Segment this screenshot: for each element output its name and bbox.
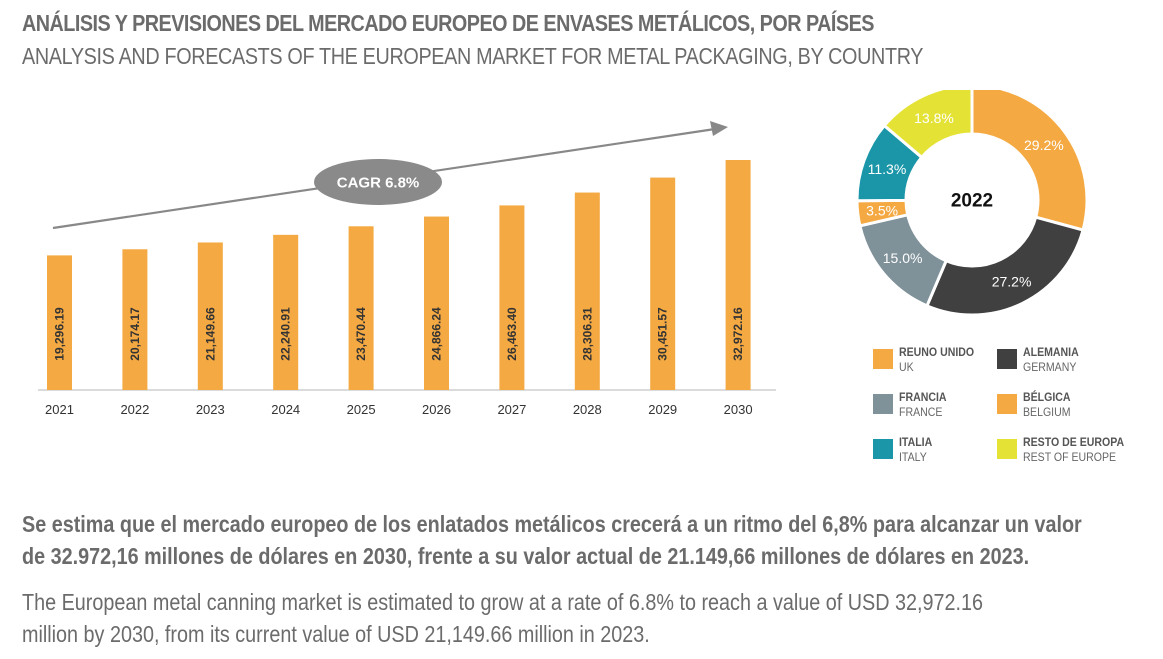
legend-swatch (997, 439, 1017, 459)
x-tick-label: 2023 (196, 402, 225, 417)
bar (650, 177, 676, 390)
bar-data-label: 24,866.24 (430, 307, 444, 361)
donut-slice-label: 27.2% (992, 273, 1032, 289)
bar-data-label: 26,463.40 (505, 307, 519, 361)
legend-swatch (997, 349, 1017, 369)
bar (122, 249, 148, 390)
summary-english-line-2: million by 2030, from its current value … (22, 621, 650, 647)
bar (47, 255, 72, 390)
bar (499, 205, 525, 390)
donut-legend: REUNO UNIDO UK ALEMANIA GERMANY FRANCIA FRANC… (873, 345, 1153, 475)
donut-slice (925, 215, 1085, 317)
donut-slice-label: 15.0% (883, 250, 923, 266)
donut-slice (970, 90, 1089, 232)
bar-data-label: 28,306.31 (580, 307, 594, 361)
bar (197, 242, 223, 390)
legend-sublabel: REST OF EUROPE (1023, 450, 1117, 464)
x-tick-label: 2026 (422, 402, 451, 417)
bar-data-label: 30,451.57 (656, 307, 670, 361)
x-tick-label: 2028 (573, 402, 602, 417)
legend-label: FRANCIA (899, 390, 947, 404)
legend-item: REUNO UNIDO UK (873, 345, 1003, 379)
bar-data-label: 32,972.16 (731, 307, 745, 361)
summary-spanish-line-2: de 32.972,16 millones de dólares en 2030… (22, 543, 1030, 569)
legend-label: ALEMANIA (1023, 345, 1079, 359)
legend-item: RESTO DE EUROPA REST OF EUROPE (997, 435, 1127, 469)
summary-english: The European metal canning market is est… (22, 586, 1157, 650)
x-tick-label: 2024 (271, 402, 300, 417)
summary-spanish: Se estima que el mercado europeo de los … (22, 508, 1157, 572)
x-tick-label: 2022 (120, 402, 149, 417)
cagr-label: CAGR 6.8% (337, 175, 420, 192)
legend-swatch (873, 349, 893, 369)
donut-chart: 29.2% 27.2% 15.0% 3.5% 11.3% 13.8% 2022 (855, 90, 1089, 317)
donut-slice-label: 11.3% (868, 161, 907, 177)
donut-slice (882, 90, 974, 160)
legend-swatch (873, 394, 893, 414)
bar (348, 226, 374, 390)
legend-item: ITALIA ITALY (873, 435, 1003, 469)
bar (725, 160, 751, 390)
legend-item: BÉLGICA BELGIUM (997, 390, 1127, 424)
legend-sublabel: FRANCE (899, 405, 943, 419)
cagr-badge (314, 159, 442, 205)
legend-item: FRANCIA FRANCE (873, 390, 1003, 424)
legend-sublabel: GERMANY (1023, 360, 1077, 374)
legend-label: RESTO DE EUROPA (1023, 435, 1125, 449)
bar-data-label: 21,149.66 (203, 307, 217, 361)
market-chart-area: 19,296.19 2021 20,174.17 2022 21,149.66 2023 2… (38, 90, 1089, 417)
donut-slice-label: 29.2% (1024, 137, 1064, 153)
summary-english-line-1: The European metal canning market is est… (22, 589, 983, 615)
bar (424, 216, 449, 390)
legend-item: ALEMANIA GERMANY (997, 345, 1127, 379)
bar (574, 192, 600, 390)
legend-sublabel: ITALY (899, 450, 927, 464)
donut-center-label: 2022 (951, 191, 993, 212)
legend-swatch (873, 439, 893, 459)
page-title-spanish: ANÁLISIS Y PREVISIONES DEL MERCADO EUROP… (22, 10, 874, 36)
legend-label: REUNO UNIDO (899, 345, 975, 359)
donut-slice-label: 3.5% (866, 202, 898, 218)
legend-label: BÉLGICA (1023, 390, 1071, 404)
x-tick-label: 2025 (347, 402, 376, 417)
bar-data-label: 23,470.44 (354, 307, 368, 361)
legend-swatch (997, 394, 1017, 414)
bar-data-label: 22,240.91 (279, 307, 293, 361)
x-tick-label: 2027 (497, 402, 526, 417)
bar (273, 234, 299, 390)
page-title-english: ANALYSIS AND FORECASTS OF THE EUROPEAN M… (22, 43, 924, 69)
x-tick-label: 2030 (724, 402, 753, 417)
legend-label: ITALIA (899, 435, 933, 449)
donut-slice-label: 13.8% (914, 110, 954, 126)
bar-chart: 19,296.19 2021 20,174.17 2022 21,149.66 2023 2… (38, 121, 776, 417)
legend-sublabel: BELGIUM (1023, 405, 1071, 419)
bar-data-label: 19,296.19 (53, 307, 67, 361)
legend-sublabel: UK (899, 360, 914, 374)
x-tick-label: 2029 (648, 402, 677, 417)
bar-data-label: 20,174.17 (128, 307, 142, 361)
summary-spanish-line-1: Se estima que el mercado europeo de los … (22, 511, 1082, 537)
x-tick-label: 2021 (45, 402, 74, 417)
trend-arrow-head (710, 121, 728, 136)
